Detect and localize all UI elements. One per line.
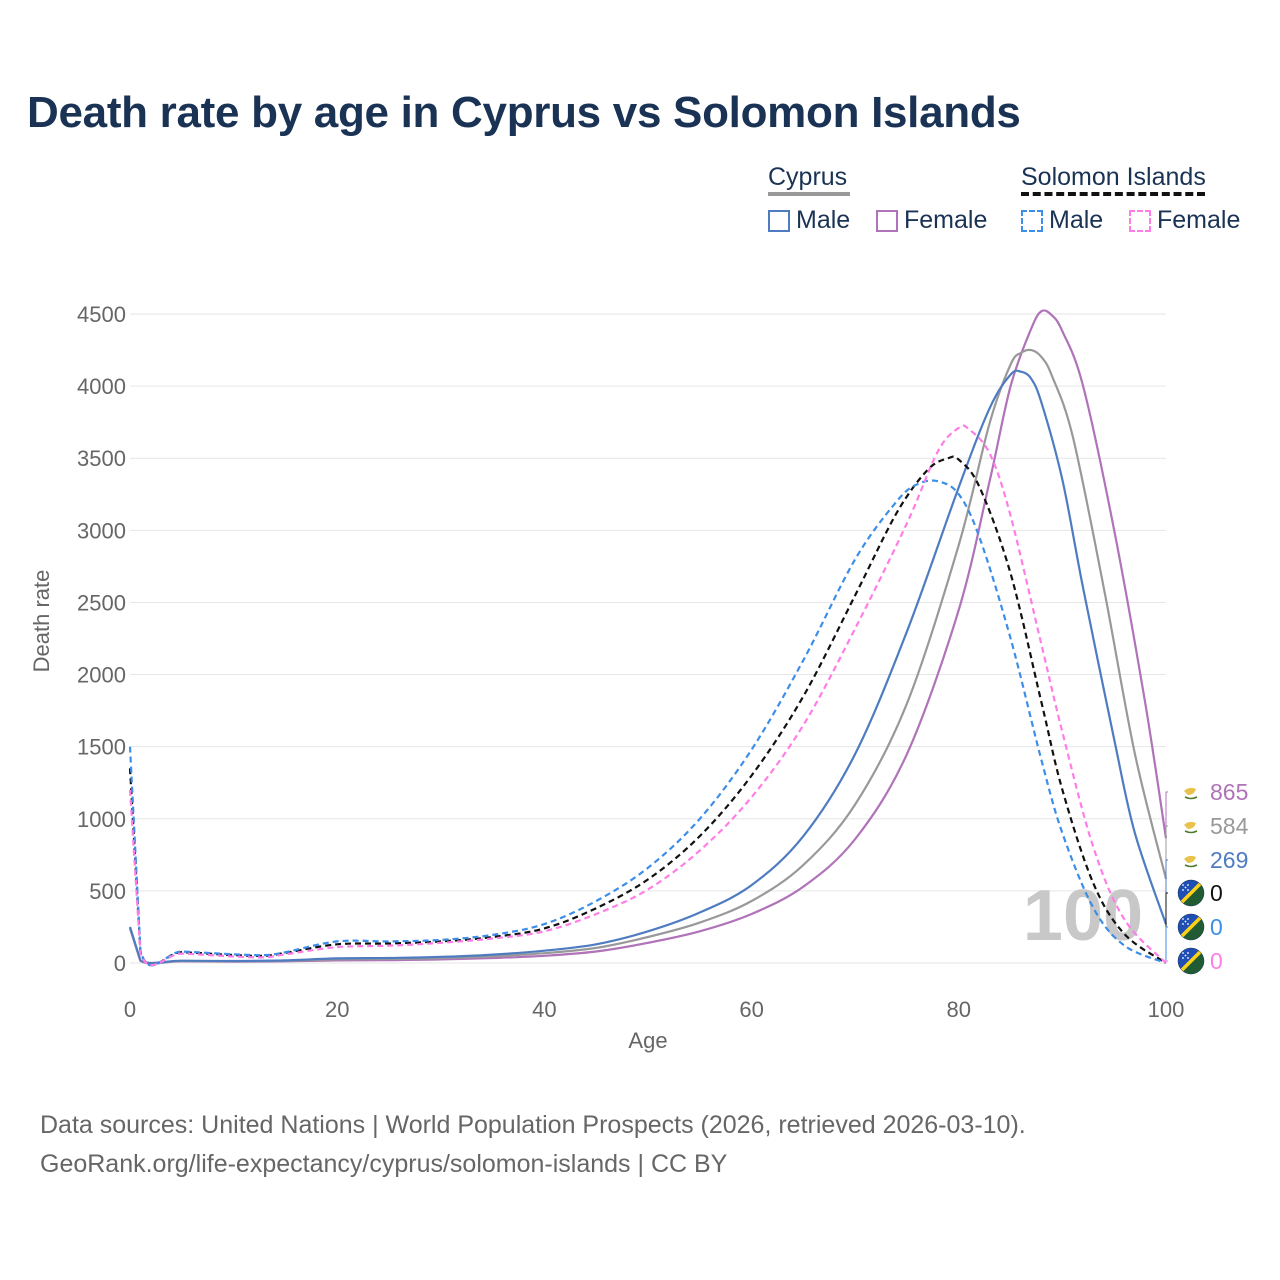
legend-swatch-cyprus-female (876, 209, 898, 232)
legend-swatch-cyprus-male (768, 209, 790, 232)
end-label-connector (1165, 791, 1168, 839)
cyprus-flag-icon (1180, 815, 1202, 837)
end-value-label: 584 (1210, 813, 1249, 839)
x-tick-label: 0 (124, 997, 136, 1022)
end-label-connector (1165, 926, 1168, 963)
y-tick-label: 1000 (77, 807, 126, 832)
y-tick-label: 3000 (77, 518, 126, 543)
y-tick-label: 2000 (77, 663, 126, 688)
series-line-cyprus-male[interactable] (128, 369, 1168, 965)
end-value-label: 269 (1210, 847, 1248, 873)
series-line-solomon-islands-total[interactable] (128, 455, 1167, 967)
x-tick-label: 20 (325, 997, 349, 1022)
end-value-label: 0 (1210, 948, 1223, 974)
solomon-islands-flag-icon (1177, 947, 1205, 975)
y-tick-label: 1500 (77, 735, 126, 760)
legend-item-solomon-female[interactable]: Female (1129, 206, 1240, 235)
legend-group-solomon-line (1021, 192, 1205, 196)
y-tick-label: 0 (114, 951, 126, 976)
legend-label-cyprus-male: Male (796, 206, 851, 234)
legend-swatch-solomon-female (1129, 209, 1151, 232)
end-label-connector (1165, 960, 1168, 963)
x-tick-label: 40 (532, 997, 556, 1022)
cyprus-flag-icon (1180, 849, 1202, 871)
x-tick-label: 100 (1148, 997, 1185, 1022)
series-line-solomon-islands-female[interactable] (128, 424, 1167, 967)
series-line-solomon-islands-male[interactable] (128, 479, 1167, 967)
y-axis-label: Death rate (29, 570, 54, 673)
series-line-cyprus-total[interactable] (128, 348, 1168, 965)
end-value-label: 865 (1210, 779, 1248, 805)
cyprus-flag-icon (1180, 781, 1202, 803)
y-tick-label: 500 (89, 879, 126, 904)
solomon-islands-flag-icon (1177, 879, 1205, 907)
legend-group-cyprus-label: Cyprus (768, 163, 848, 191)
legend-label-solomon-female: Female (1157, 206, 1241, 234)
y-tick-label: 2500 (77, 590, 126, 615)
legend-label-cyprus-female: Female (904, 206, 988, 234)
y-tick-label: 4500 (77, 302, 126, 327)
end-value-label: 0 (1210, 880, 1223, 906)
legend-item-cyprus-male[interactable]: Male (768, 206, 850, 235)
y-tick-label: 4000 (77, 374, 126, 399)
source-note: Data sources: United Nations | World Pop… (40, 1106, 1026, 1184)
source-line-2: GeoRank.org/life-expectancy/cyprus/solom… (40, 1150, 728, 1178)
legend-label-solomon-male: Male (1049, 206, 1104, 234)
chart-title: Death rate by age in Cyprus vs Solomon I… (27, 88, 1021, 137)
legend-group-solomon-label: Solomon Islands (1021, 163, 1206, 191)
y-tick-label: 3500 (77, 446, 126, 471)
legend-item-cyprus-female[interactable]: Female (876, 206, 987, 235)
legend-item-solomon-male[interactable]: Male (1021, 206, 1103, 235)
end-value-label: 0 (1210, 914, 1223, 940)
solomon-islands-flag-icon (1177, 913, 1205, 941)
legend-swatch-solomon-male (1021, 209, 1043, 232)
x-tick-label: 60 (739, 997, 763, 1022)
x-tick-label: 80 (947, 997, 971, 1022)
legend-group-cyprus-line (768, 192, 850, 196)
source-line-1: Data sources: United Nations | World Pop… (40, 1111, 1026, 1139)
x-axis-label: Age (628, 1028, 667, 1053)
